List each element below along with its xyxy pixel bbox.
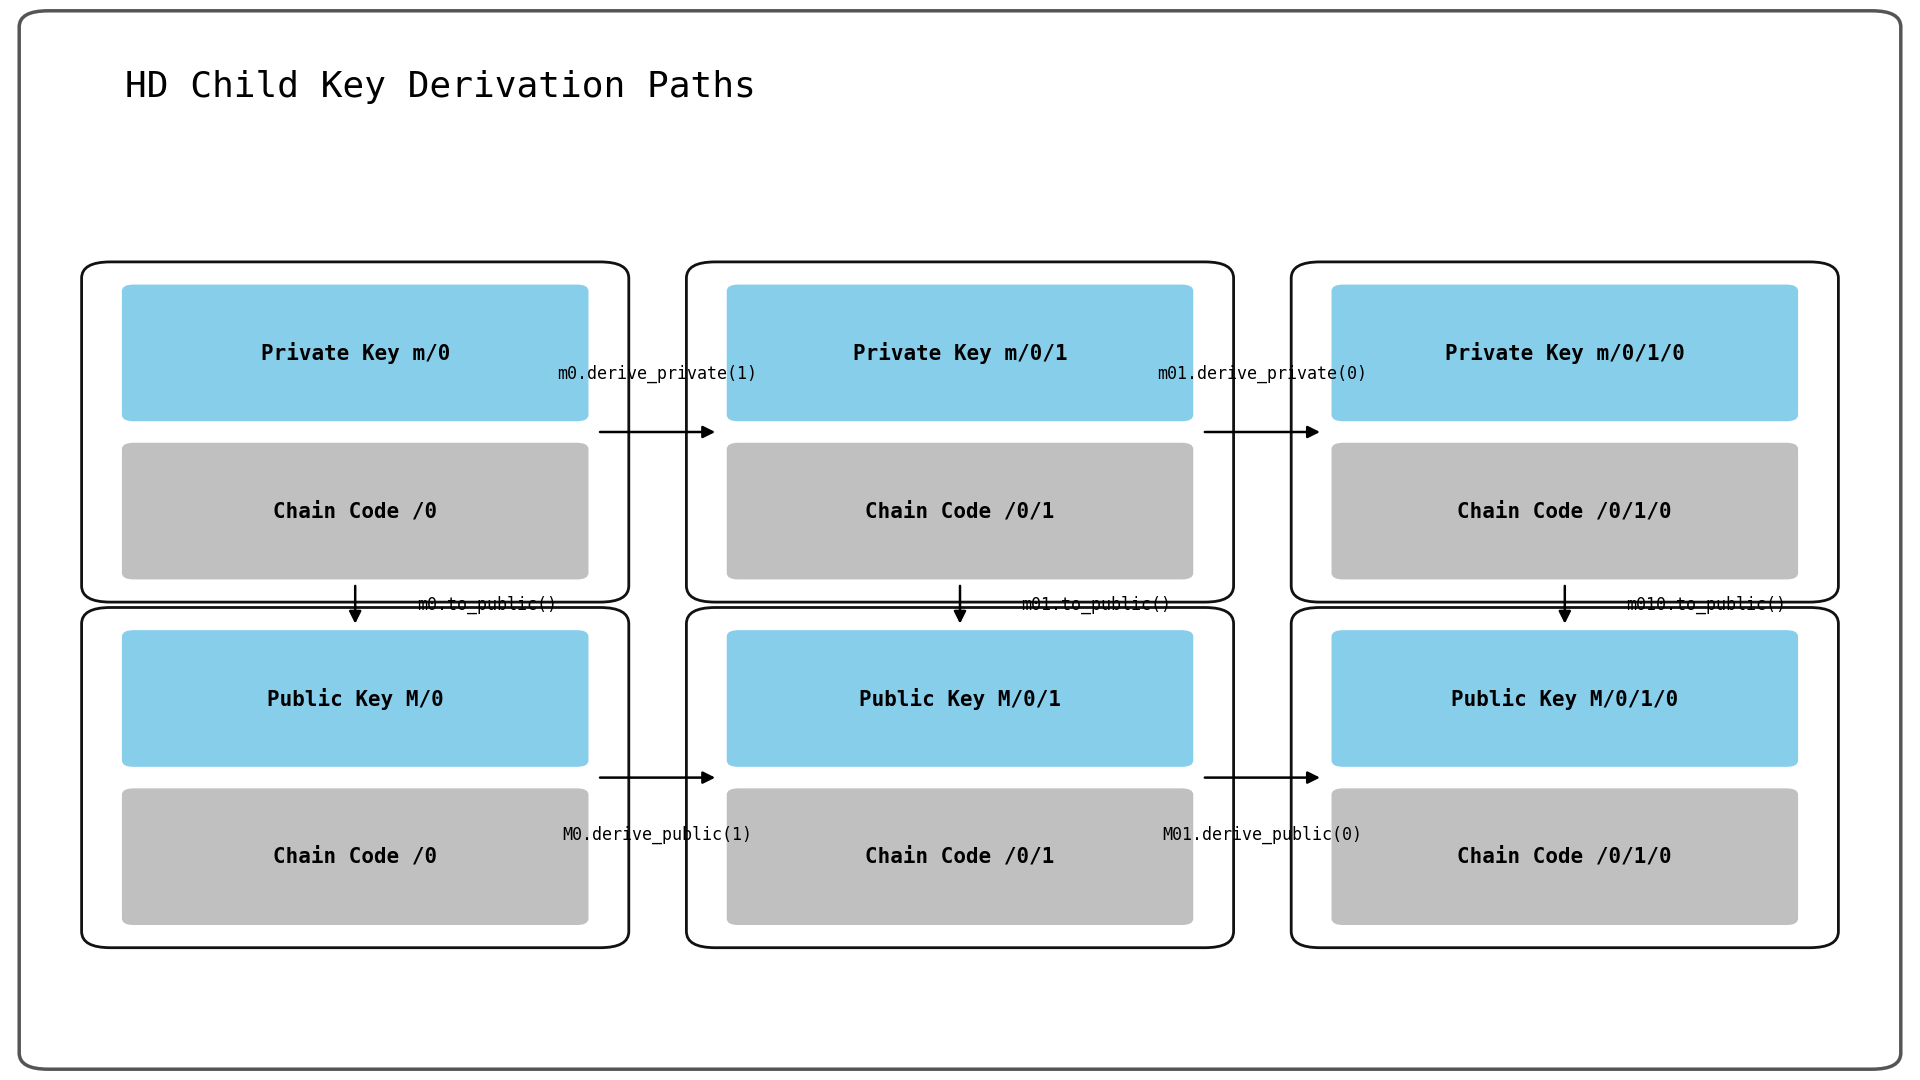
FancyBboxPatch shape — [726, 284, 1194, 421]
Text: Chain Code /0: Chain Code /0 — [273, 847, 438, 866]
FancyBboxPatch shape — [1290, 262, 1839, 603]
FancyBboxPatch shape — [687, 607, 1235, 948]
FancyBboxPatch shape — [121, 788, 588, 924]
FancyBboxPatch shape — [81, 262, 630, 603]
FancyBboxPatch shape — [687, 262, 1235, 603]
FancyBboxPatch shape — [121, 284, 588, 421]
FancyBboxPatch shape — [19, 11, 1901, 1069]
Text: m01.derive_private(0): m01.derive_private(0) — [1158, 365, 1367, 383]
Text: M01.derive_public(0): M01.derive_public(0) — [1162, 826, 1363, 845]
Text: Private Key m/0/1: Private Key m/0/1 — [852, 342, 1068, 364]
Text: Private Key m/0: Private Key m/0 — [261, 342, 449, 364]
FancyBboxPatch shape — [81, 607, 630, 948]
FancyBboxPatch shape — [121, 443, 588, 579]
Text: Chain Code /0/1: Chain Code /0/1 — [866, 847, 1054, 866]
Text: HD Child Key Derivation Paths: HD Child Key Derivation Paths — [125, 70, 756, 104]
FancyBboxPatch shape — [1332, 443, 1797, 579]
Text: M0.derive_public(1): M0.derive_public(1) — [563, 826, 753, 845]
FancyBboxPatch shape — [1332, 284, 1797, 421]
FancyBboxPatch shape — [726, 630, 1194, 767]
Text: m0.derive_private(1): m0.derive_private(1) — [557, 365, 758, 383]
FancyBboxPatch shape — [1332, 630, 1797, 767]
Text: Public Key M/0/1/0: Public Key M/0/1/0 — [1452, 688, 1678, 710]
Text: Chain Code /0/1/0: Chain Code /0/1/0 — [1457, 501, 1672, 521]
FancyBboxPatch shape — [121, 630, 588, 767]
FancyBboxPatch shape — [1290, 607, 1839, 948]
Text: m0.to_public(): m0.to_public() — [417, 596, 557, 613]
Text: m010.to_public(): m010.to_public() — [1626, 596, 1786, 613]
Text: Chain Code /0/1: Chain Code /0/1 — [866, 501, 1054, 521]
Text: Public Key M/0: Public Key M/0 — [267, 688, 444, 710]
Text: Chain Code /0/1/0: Chain Code /0/1/0 — [1457, 847, 1672, 866]
Text: m01.to_public(): m01.to_public() — [1021, 596, 1171, 613]
FancyBboxPatch shape — [726, 443, 1194, 579]
FancyBboxPatch shape — [726, 788, 1194, 924]
Text: Public Key M/0/1: Public Key M/0/1 — [858, 688, 1062, 710]
FancyBboxPatch shape — [1332, 788, 1797, 924]
Text: Private Key m/0/1/0: Private Key m/0/1/0 — [1446, 342, 1684, 364]
Text: Chain Code /0: Chain Code /0 — [273, 501, 438, 521]
